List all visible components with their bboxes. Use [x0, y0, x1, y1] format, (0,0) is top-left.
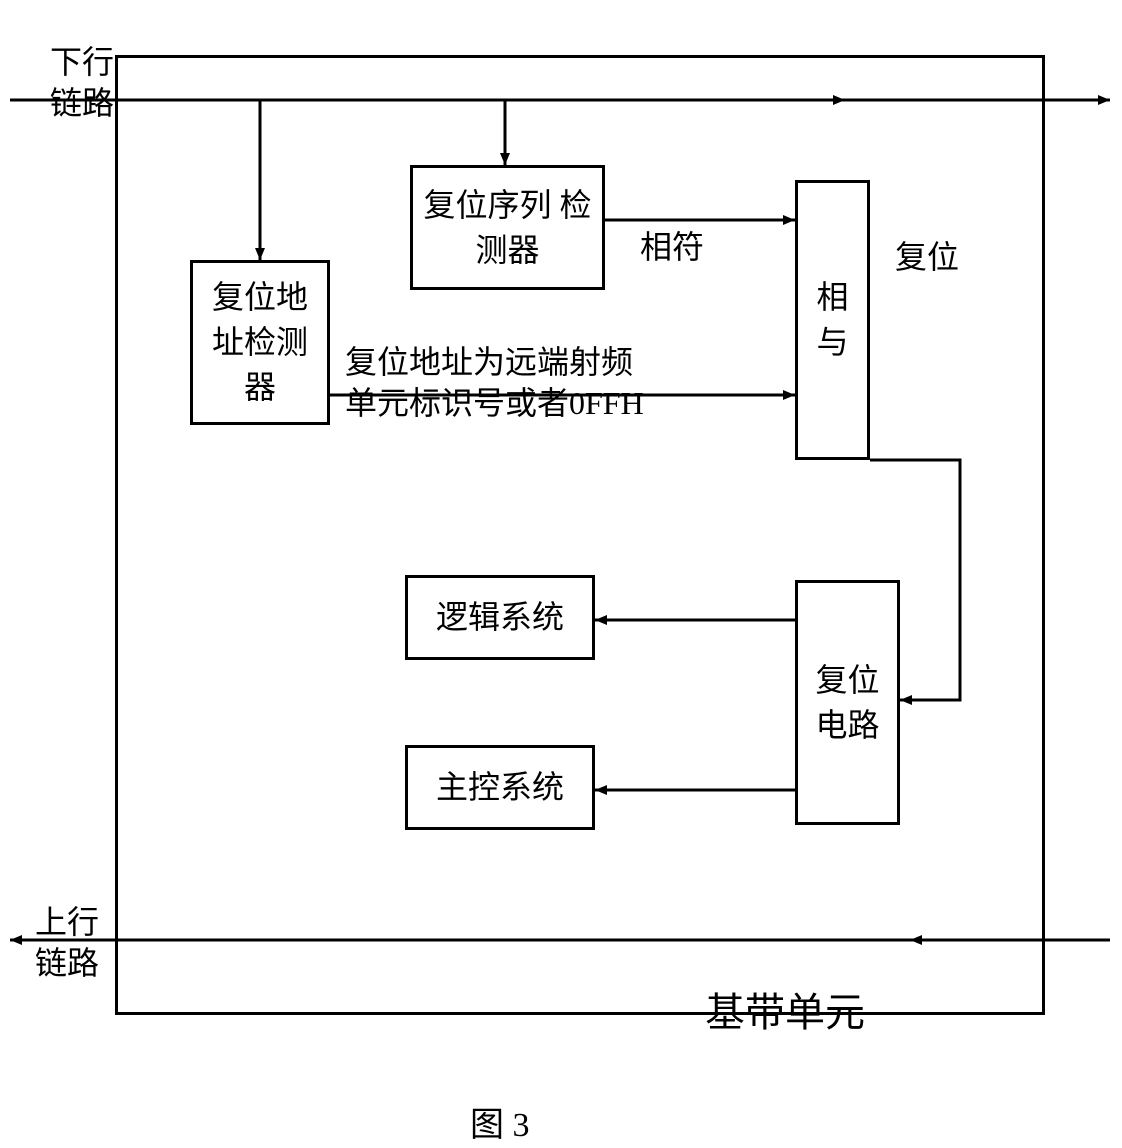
downlink-text: 下行 链路 — [50, 44, 114, 122]
addr-note-text: 复位地址为远端射频 单元标识号或者0FFH — [345, 344, 644, 422]
edge-reset-text: 复位 — [895, 239, 959, 275]
reset-circuit-node: 复位 电路 — [795, 580, 900, 825]
diagram-canvas: 复位序列 检测器 复位地 址检测 器 相 与 复位 电路 逻辑系统 主控系统 下… — [0, 0, 1122, 1136]
main-ctrl-system-label: 主控系统 — [436, 765, 564, 810]
reset-addr-detector-label: 复位地 址检测 器 — [193, 275, 327, 409]
reset-circuit-label: 复位 电路 — [798, 658, 897, 748]
and-gate-node: 相 与 — [795, 180, 870, 460]
figure-caption: 图 3 — [470, 1060, 530, 1148]
edge-reset-label: 复位 — [895, 195, 959, 278]
and-gate-label: 相 与 — [798, 275, 867, 365]
baseband-unit-text: 基带单元 — [705, 990, 865, 1035]
logic-system-label: 逻辑系统 — [436, 595, 564, 640]
logic-system-node: 逻辑系统 — [405, 575, 595, 660]
uplink-label: 上行 链路 — [35, 860, 99, 985]
reset-addr-detector-node: 复位地 址检测 器 — [190, 260, 330, 425]
edge-match-label: 相符 — [640, 185, 704, 268]
reset-seq-detector-node: 复位序列 检测器 — [410, 165, 605, 290]
reset-seq-detector-label: 复位序列 检测器 — [413, 183, 602, 273]
uplink-text: 上行 链路 — [35, 904, 99, 982]
baseband-unit-label: 基带单元 — [705, 935, 865, 1039]
downlink-label: 下行 链路 — [50, 0, 114, 125]
edge-match-text: 相符 — [640, 229, 704, 265]
main-ctrl-system-node: 主控系统 — [405, 745, 595, 830]
figure-caption-text: 图 3 — [470, 1107, 530, 1144]
addr-note-label: 复位地址为远端射频 单元标识号或者0FFH — [345, 300, 644, 425]
